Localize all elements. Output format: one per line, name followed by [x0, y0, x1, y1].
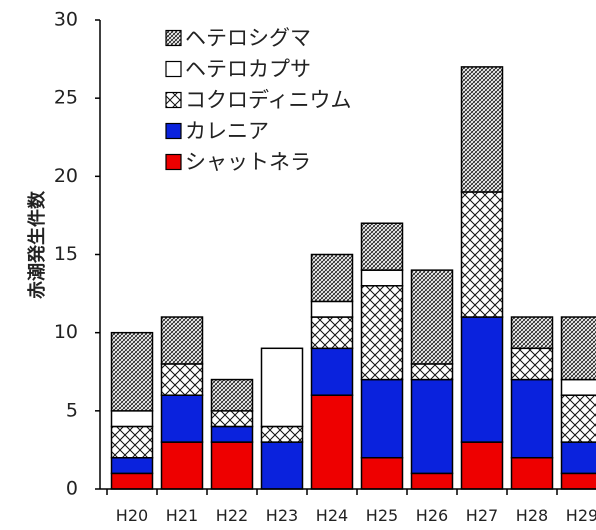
bar-segment-h24-s0	[310, 394, 354, 490]
bar-segment-h21-s0	[160, 441, 204, 490]
y-tick-label: 25	[54, 87, 78, 109]
bar-segment-h25-s4	[360, 222, 404, 271]
x-tick-label-h24: H24	[316, 506, 348, 525]
bar-segment-h29-s1	[560, 441, 596, 475]
x-tick-label-h25: H25	[366, 506, 398, 525]
bar-segment-h26-s0	[410, 472, 454, 490]
y-tick-label: 0	[66, 478, 78, 500]
bar-segment-h28-s4	[510, 316, 554, 350]
bar-segment-h25-s3	[360, 269, 404, 287]
legend-swatch-0	[165, 29, 182, 47]
bar-segment-h26-s2	[410, 363, 454, 381]
axes: 0 5 10 15 20 25 30 H20 H21 H22 H23 H24 H25 H26 H27 H28 H…	[54, 9, 596, 525]
y-tick-label: 15	[54, 243, 78, 265]
bar-segment-h28-s1	[510, 378, 554, 459]
legend-swatch-2	[165, 91, 182, 109]
bar-segment-h27-s2	[460, 191, 504, 318]
legend-swatch-4	[165, 153, 182, 171]
legend-swatch-3	[165, 122, 182, 140]
bar-segment-h20-s2	[110, 425, 154, 459]
bar-segment-h25-s0	[360, 456, 404, 490]
legend-swatch-1	[165, 60, 182, 78]
bar-segment-h26-s1	[410, 378, 454, 475]
bar-segment-h20-s0	[110, 472, 154, 490]
bar-segment-h22-s2	[210, 410, 254, 428]
x-tick-label-h22: H22	[216, 506, 248, 525]
plot-area	[110, 66, 596, 490]
y-tick-label: 20	[54, 165, 78, 187]
bar-segment-h21-s4	[160, 316, 204, 365]
bar-segment-h29-s2	[560, 394, 596, 443]
bar-segment-h20-s1	[110, 456, 154, 475]
bar-segment-h29-s4	[560, 316, 596, 381]
bar-segment-h28-s0	[510, 456, 554, 490]
bar-segment-h25-s1	[360, 378, 404, 459]
y-tick-label: 30	[54, 9, 78, 31]
x-tick-label-h26: H26	[416, 506, 448, 525]
bar-segment-h23-s3	[260, 347, 304, 428]
y-tick-label: 5	[66, 399, 78, 421]
x-tick-label-h21: H21	[166, 506, 198, 525]
bar-segment-h27-s0	[460, 441, 504, 490]
bar-segment-h29-s0	[560, 472, 596, 490]
bar-segment-h22-s0	[210, 441, 254, 490]
bar-segment-h20-s4	[110, 331, 154, 412]
x-tick-label-h29: H29	[566, 506, 596, 525]
bar-segment-h21-s1	[160, 394, 204, 443]
bar-segment-h23-s2	[260, 425, 304, 443]
legend-label-0: ヘテロシグマ	[185, 26, 311, 50]
y-axis-title: 赤潮発生件数	[26, 190, 48, 299]
bar-segment-h29-s3	[560, 378, 596, 396]
bar-segment-h20-s3	[110, 410, 154, 428]
legend-label-1: ヘテロカプサ	[185, 57, 311, 81]
x-tick-label-h20: H20	[116, 506, 148, 525]
bar-segment-h24-s3	[310, 300, 354, 318]
x-tick-label-h23: H23	[266, 506, 298, 525]
bar-segment-h25-s2	[360, 285, 404, 381]
y-tick-label: 10	[54, 321, 78, 343]
bar-segment-h21-s2	[160, 363, 204, 396]
bar-segment-h24-s1	[310, 347, 354, 396]
legend-label-2: コクロディニウム	[185, 88, 352, 112]
bar-segment-h24-s4	[310, 253, 354, 303]
bar-segment-h22-s1	[210, 425, 254, 443]
bar-segment-h22-s4	[210, 378, 254, 412]
bar-segment-h28-s2	[510, 347, 554, 381]
bar-segment-h24-s2	[310, 316, 354, 350]
x-tick-label-h28: H28	[516, 506, 548, 525]
bar-segment-h26-s4	[410, 269, 454, 365]
bar-segment-h27-s4	[460, 66, 504, 193]
x-tick-label-h27: H27	[466, 506, 498, 525]
bar-segment-h23-s1	[260, 441, 304, 490]
legend-label-3: カレニア	[185, 119, 269, 143]
bar-segment-h27-s1	[460, 316, 504, 443]
legend-label-4: シャットネラ	[185, 150, 311, 174]
